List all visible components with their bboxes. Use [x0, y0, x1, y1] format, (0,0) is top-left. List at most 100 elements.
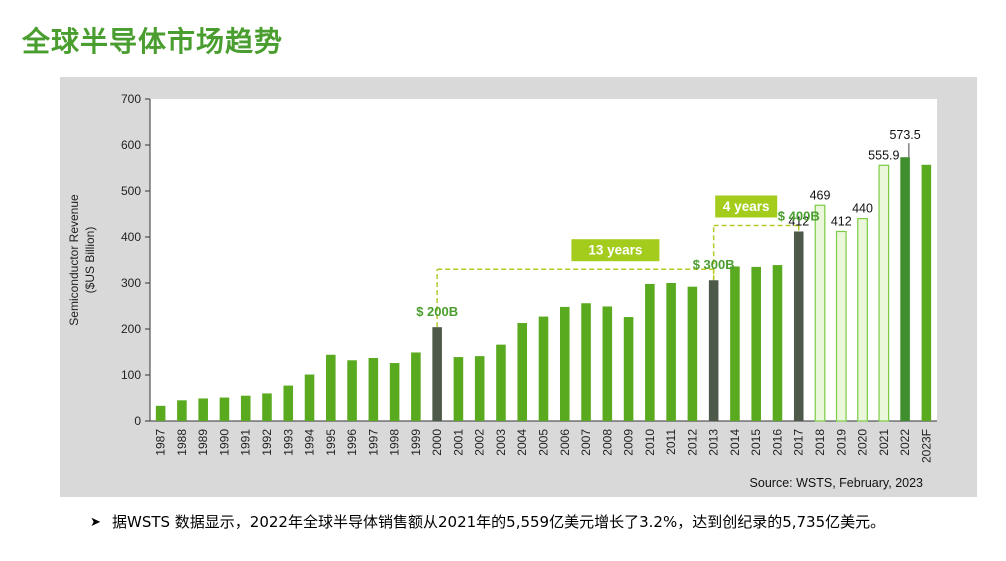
bar — [645, 283, 655, 421]
x-tick-label: 2022 — [898, 429, 912, 456]
bar — [772, 265, 783, 421]
x-tick-label: 2006 — [558, 429, 572, 456]
data-label: 555.9 — [868, 148, 899, 162]
x-tick-label: 1988 — [175, 429, 189, 456]
bar — [793, 231, 804, 421]
data-label: 440 — [852, 202, 873, 216]
bar — [687, 286, 698, 421]
bar — [283, 385, 294, 421]
bar — [666, 283, 676, 421]
x-tick-label: 2008 — [600, 429, 614, 456]
x-tick-label: 2007 — [579, 429, 593, 456]
y-tick-label: 200 — [121, 322, 141, 336]
x-tick-label: 2005 — [537, 429, 551, 456]
bar — [432, 327, 442, 421]
bar — [623, 317, 634, 421]
bar — [240, 395, 251, 421]
bar — [517, 323, 528, 421]
x-tick-label: 1999 — [409, 429, 423, 456]
milestone-label: $ 400B — [778, 208, 820, 223]
y-tick-label: 300 — [121, 276, 141, 290]
x-tick-label: 1995 — [324, 429, 338, 456]
x-tick-label: 2011 — [664, 429, 678, 455]
bar — [474, 356, 485, 421]
bar — [326, 354, 336, 421]
bar — [814, 204, 826, 422]
span-callout-label: 4 years — [723, 199, 770, 214]
data-label: 469 — [810, 188, 831, 202]
bar — [559, 306, 570, 421]
bar — [835, 230, 847, 422]
x-tick-label: 2002 — [473, 429, 487, 456]
bar — [538, 316, 549, 421]
x-tick-label: 1990 — [217, 429, 231, 456]
x-tick-label: 1992 — [260, 429, 274, 456]
bar — [900, 157, 910, 421]
x-tick-label: 2017 — [792, 429, 806, 456]
bar — [581, 303, 591, 421]
x-tick-label: 2020 — [856, 429, 870, 456]
y-axis-title-line2: ($US Billion) — [83, 227, 97, 294]
x-tick-label: 2000 — [430, 429, 444, 456]
x-tick-label: 2015 — [749, 429, 763, 456]
x-tick-label: 2018 — [813, 429, 827, 456]
span-callout-box — [715, 195, 778, 218]
x-tick-label: 1987 — [154, 429, 168, 456]
bar — [878, 164, 890, 422]
bar — [347, 360, 357, 421]
x-tick-label: 1997 — [366, 429, 380, 456]
bar — [368, 357, 379, 421]
data-label: 412 — [831, 214, 852, 228]
x-tick-label: 1989 — [196, 429, 210, 456]
x-tick-label: 2010 — [643, 429, 657, 456]
milestone-label: $ 200B — [416, 304, 458, 319]
x-tick-label: 2023F — [919, 429, 933, 463]
y-tick-label: 700 — [121, 92, 141, 106]
y-tick-label: 600 — [121, 138, 141, 152]
bar — [730, 266, 740, 421]
y-tick-label: 400 — [121, 230, 141, 244]
y-axis-title-line1: Semiconductor Revenue — [67, 194, 81, 326]
data-label: 573.5 — [889, 128, 920, 142]
span-callout-label: 13 years — [588, 243, 642, 258]
bar — [198, 398, 208, 421]
bar — [219, 397, 230, 421]
bar — [751, 266, 761, 421]
bar — [496, 344, 506, 421]
data-label: 412 — [788, 214, 809, 228]
x-tick-label: 2016 — [770, 429, 784, 456]
milestone-label: $ 300B — [693, 257, 735, 272]
span-callout-box — [571, 239, 660, 262]
bar — [411, 352, 421, 421]
bar — [304, 374, 315, 421]
bar — [921, 164, 932, 421]
x-tick-label: 1996 — [345, 429, 359, 456]
bar — [453, 357, 464, 421]
x-tick-label: 2014 — [728, 429, 742, 456]
bullet-arrow-icon: ➤ — [90, 515, 101, 530]
source-note: Source: WSTS, February, 2023 — [750, 476, 923, 490]
bar — [155, 405, 166, 421]
x-tick-label: 2003 — [494, 429, 508, 456]
x-tick-label: 1998 — [388, 429, 402, 456]
revenue-bar-chart: 0 100 200 300 400 500 600 700 Semiconductor Reve… — [67, 92, 937, 490]
x-tick-label: 1991 — [239, 429, 253, 456]
y-tick-label: 500 — [121, 184, 141, 198]
y-tick-label: 0 — [134, 414, 141, 428]
bar — [708, 280, 719, 421]
x-tick-label: 2001 — [451, 429, 465, 456]
footnote: ➤ 据WSTS 数据显示，2022年全球半导体销售额从2021年的5,559亿美… — [90, 512, 952, 533]
bar — [177, 400, 187, 421]
chart-panel: 0 100 200 300 400 500 600 700 Semiconductor Reve… — [60, 77, 977, 497]
x-tick-label: 2004 — [515, 429, 529, 456]
x-tick-label: 2021 — [877, 429, 891, 456]
x-tick-label: 2012 — [685, 429, 699, 456]
bar — [602, 306, 613, 421]
footnote-text: 据WSTS 数据显示，2022年全球半导体销售额从2021年的5,559亿美元增… — [112, 513, 886, 531]
page-title: 全球半导体市场趋势 — [22, 25, 284, 58]
x-tick-label: 2019 — [834, 429, 848, 456]
x-tick-label: 1993 — [281, 429, 295, 456]
bar — [389, 363, 400, 421]
bar — [262, 393, 272, 421]
y-tick-label: 100 — [121, 368, 141, 382]
